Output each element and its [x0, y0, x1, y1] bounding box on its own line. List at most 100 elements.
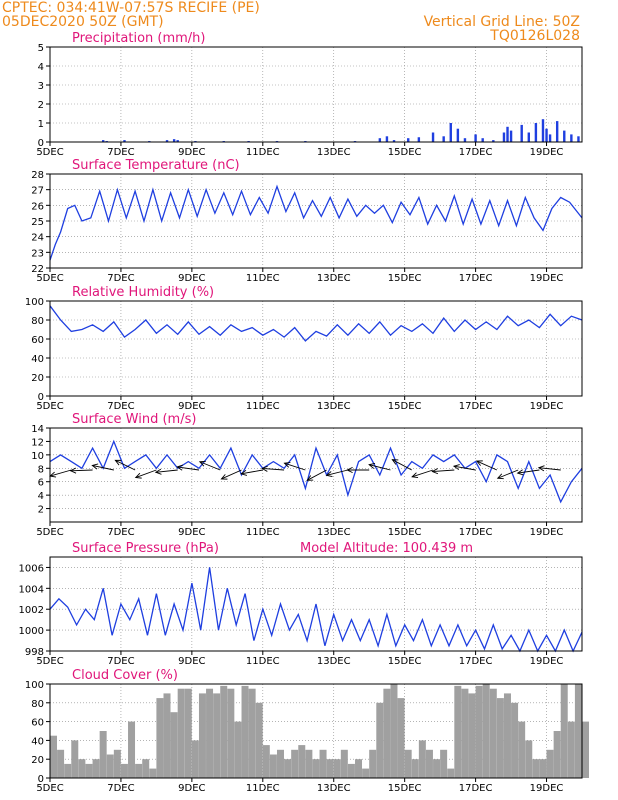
y-tick-label: 100: [25, 680, 44, 691]
x-tick-label: 19DEC: [530, 527, 564, 538]
wind-arrow: [135, 469, 157, 478]
wind-arrow: [92, 464, 114, 471]
wind-arrow-head: [537, 465, 545, 472]
cloud-bar: [461, 688, 469, 778]
x-tick-label: 11DEC: [246, 401, 280, 412]
cloud-bar: [163, 693, 171, 778]
y-tick-label: 80: [31, 316, 44, 327]
wind-arrow-head: [154, 468, 162, 475]
precip-bar: [456, 128, 460, 142]
cloud-bar: [57, 749, 65, 778]
wind-arrow: [517, 469, 540, 474]
wind-arrow-head: [134, 472, 142, 479]
cloud-bar: [71, 740, 79, 778]
y-tick-label: 4: [38, 62, 44, 73]
x-tick-label: 13DEC: [317, 656, 351, 667]
wind-arrow: [538, 467, 561, 471]
panel-subtitle: Model Altitude: 100.439 m: [300, 541, 473, 556]
cloud-bar: [234, 721, 242, 778]
x-tick-label: 9DEC: [178, 783, 205, 794]
x-tick-label: 13DEC: [317, 401, 351, 412]
wind-arrow: [199, 461, 221, 471]
panel-title: Precipitation (mm/h): [72, 31, 205, 46]
cloud-bar: [50, 735, 57, 778]
pressure-series-line: [49, 567, 583, 653]
x-tick-label: 7DEC: [107, 147, 134, 158]
wind-arrow: [432, 469, 455, 472]
y-tick-label: 1004: [19, 584, 44, 595]
y-tick-label: 22: [31, 264, 44, 275]
wind-arrow-head: [452, 464, 460, 471]
y-tick-label: 60: [31, 718, 44, 729]
cloud-bar: [206, 688, 214, 778]
x-tick-label: 17DEC: [459, 273, 493, 284]
wind-arrow: [411, 469, 434, 478]
y-tick-label: 2: [38, 505, 44, 516]
precip-bar: [545, 128, 548, 142]
cloud-bar: [418, 740, 426, 778]
y-tick-label: 1002: [19, 605, 44, 616]
precip-bar: [431, 132, 435, 142]
cloud-bar: [255, 702, 263, 778]
x-tick-label: 5DEC: [36, 401, 63, 412]
cloud-bar: [227, 688, 235, 778]
x-tick-label: 17DEC: [459, 527, 493, 538]
cloud-bar: [120, 763, 128, 778]
y-tick-label: 12: [31, 437, 44, 448]
x-tick-label: 17DEC: [459, 783, 493, 794]
y-tick-label: 26: [31, 201, 44, 212]
humidity-series-line: [49, 305, 583, 342]
cloud-bar: [404, 749, 412, 778]
cloud-bar: [340, 749, 348, 778]
wind-arrow: [392, 459, 412, 471]
cloud-bar: [99, 731, 107, 778]
cloud-bar: [291, 749, 299, 778]
precip-bar: [481, 138, 484, 142]
y-tick-label: 3: [38, 81, 44, 92]
y-tick-label: 28: [31, 170, 44, 181]
cloud-bar: [574, 684, 582, 778]
cloud-bar: [397, 698, 405, 778]
wind-arrow: [476, 460, 498, 471]
y-tick-label: 24: [31, 233, 44, 244]
cloud-bar: [582, 721, 589, 778]
header-location: CPTEC: 034:41W-07:57S RECIFE (PE): [2, 0, 260, 16]
x-tick-label: 19DEC: [530, 273, 564, 284]
cloud-bar: [149, 768, 157, 778]
wind-arrow: [262, 468, 285, 471]
x-tick-label: 11DEC: [246, 656, 280, 667]
x-tick-label: 13DEC: [317, 527, 351, 538]
temperature-series-line: [49, 184, 583, 261]
panel-title: Surface Pressure (hPa): [72, 541, 219, 556]
cloud-bar: [298, 745, 306, 778]
cloud-bar: [142, 759, 150, 778]
precip-bar: [548, 134, 552, 142]
precip-bar: [527, 132, 530, 142]
x-tick-label: 11DEC: [246, 273, 280, 284]
panel-cloud: 0 20 40 60 80 100 5DEC 7DEC 9DEC 11DEC 13DEC 15DEC 1…: [25, 668, 589, 794]
y-tick-label: 0: [38, 138, 44, 149]
x-tick-label: 15DEC: [388, 527, 422, 538]
cloud-bar: [305, 749, 313, 778]
x-tick-label: 7DEC: [107, 401, 134, 412]
y-tick-label: 27: [31, 186, 44, 197]
precip-bar: [392, 140, 396, 142]
cloud-bar: [170, 712, 178, 778]
wind-arrow-head: [516, 469, 524, 476]
x-tick-label: 7DEC: [107, 656, 134, 667]
header-grid-note: Vertical Grid Line: 50Z: [424, 14, 580, 30]
cloud-bar: [135, 763, 143, 778]
x-tick-label: 15DEC: [388, 401, 422, 412]
y-tick-label: 80: [31, 699, 44, 710]
cloud-bar: [511, 702, 519, 778]
x-tick-label: 19DEC: [530, 656, 564, 667]
cloud-bar: [248, 688, 256, 778]
panel-title: Relative Humidity (%): [72, 285, 214, 300]
x-tick-label: 11DEC: [246, 147, 280, 158]
cloud-bar: [276, 749, 284, 778]
wind-arrow-head: [368, 463, 376, 469]
header-code: TQ0126L028: [489, 28, 580, 44]
x-tick-label: 17DEC: [459, 147, 493, 158]
cloud-bar: [447, 768, 455, 778]
precip-bar: [172, 139, 176, 142]
